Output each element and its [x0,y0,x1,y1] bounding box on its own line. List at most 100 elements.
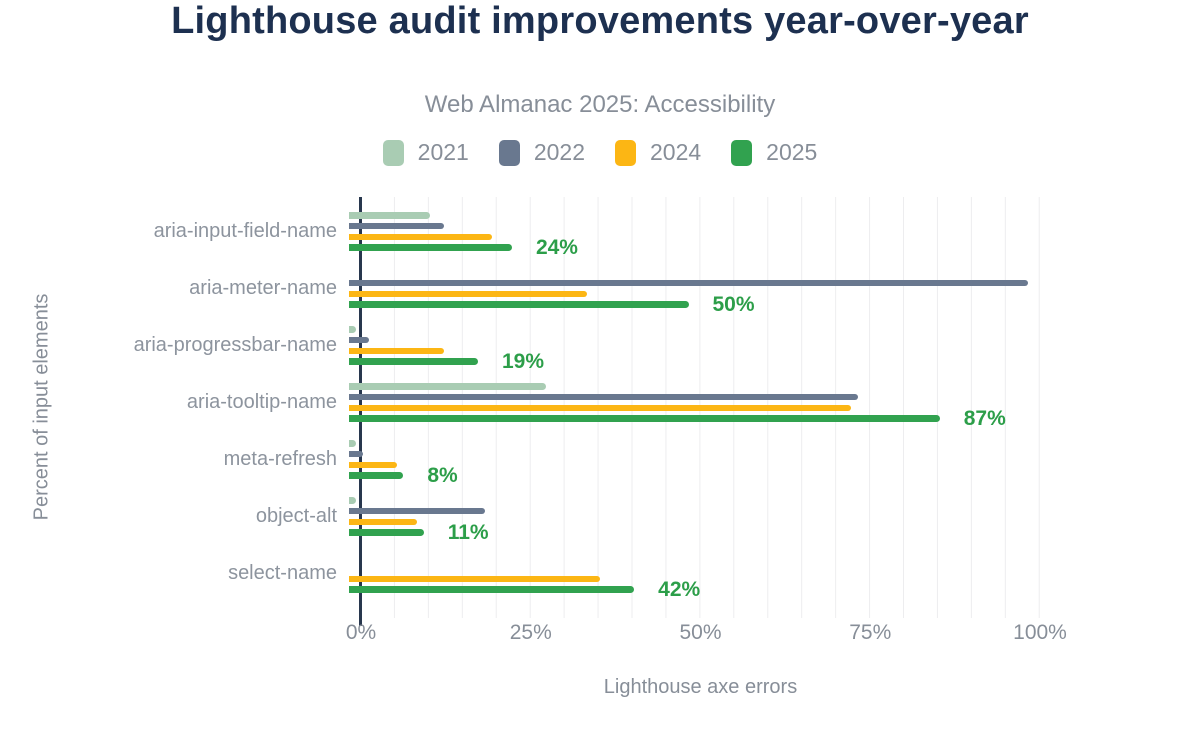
bar-2025 [349,529,424,536]
chart-row: aria-tooltip-name 87% [0,374,1040,431]
category-label: select-name [228,562,337,584]
value-label: 11% [447,520,489,544]
bar-group: 50% [349,260,1028,317]
legend-label: 2021 [417,139,469,165]
legend-swatch-icon [731,139,753,166]
category-label: object-alt [255,505,337,527]
chart-row: aria-progressbar-name 19% [0,317,1040,374]
bar-slot-2022 [349,278,1028,289]
bar-slot-2022 [349,563,1028,574]
bar-2025 [349,244,512,251]
bar-slot-2024 [349,460,1028,471]
bar-slot-2025: 8% [349,465,1028,486]
bar-slot-2025: 50% [349,294,1028,315]
bar-slot-2025: 24% [349,237,1028,258]
legend-item-2021: 2021 [382,139,469,166]
bar-2025 [349,358,478,365]
chart-row: select-name 42% [0,545,1040,602]
chart-row: aria-meter-name 50% [0,260,1040,317]
y-axis-line [359,197,362,626]
bar-slot-2021 [349,267,1028,278]
value-label: 87% [963,406,1006,430]
category-label: aria-progressbar-name [133,334,337,356]
value-label: 50% [712,292,755,316]
bar-slot-2024 [349,232,1028,243]
bar-2024 [349,233,492,241]
bar-2024 [349,404,852,412]
bar-2025 [349,472,404,479]
legend: 2021 2022 2024 2025 [0,139,1200,166]
bar-slot-2022 [349,335,1028,346]
bar-slot-2024 [349,403,1028,414]
bar-2021 [349,212,431,219]
bar-slot-2024 [349,346,1028,357]
legend-item-2025: 2025 [731,139,817,166]
bar-slot-2021 [349,552,1028,563]
bar-slot-2021 [349,210,1028,221]
legend-item-2022: 2022 [498,139,585,166]
bar-2022 [349,222,445,230]
x-tick-label: 75% [849,621,892,644]
bar-2025 [349,301,689,308]
x-axis-title: Lighthouse axe errors [603,676,798,698]
bar-group: 87% [349,374,1028,431]
bar-group: 11% [349,488,1028,545]
value-label: 24% [535,235,578,259]
bar-2021 [349,440,356,447]
chart-row: meta-refresh 8% [0,431,1040,488]
x-tick-label: 25% [509,621,552,644]
bar-2021 [349,497,356,504]
bar-slot-2021 [349,381,1028,392]
bar-2022 [349,393,859,401]
bar-group: 8% [349,431,1028,488]
x-tick-label: 100% [1013,621,1067,644]
bar-slot-2025: 11% [349,522,1028,543]
bar-2024 [349,575,601,583]
bar-slot-2024 [349,574,1028,585]
x-axis-ticks: 0% 25% 50% 75% 100% [346,621,1067,647]
bar-group: 42% [349,545,1028,602]
bar-2024 [349,518,417,526]
bar-slot-2025: 42% [349,579,1028,600]
bar-slot-2022 [349,449,1028,460]
bar-2022 [349,450,363,458]
bar-slot-2024 [349,289,1028,300]
bar-2025 [349,586,635,593]
bar-slot-2025: 87% [349,408,1028,429]
bar-slot-2024 [349,517,1028,528]
chart-rows: aria-input-field-name 24% aria-meter-name 5… [0,203,1040,602]
legend-label: 2022 [533,139,585,165]
chart-subtitle: Web Almanac 2025: Accessibility [424,91,776,118]
legend-swatch-icon [498,139,520,166]
value-label: 8% [427,463,458,487]
bar-2024 [349,290,587,298]
bar-2022 [349,507,485,515]
chart-title: Lighthouse audit improvements year-over-… [171,0,1029,42]
bar-slot-2021 [349,324,1028,335]
category-label: meta-refresh [223,448,337,470]
bar-2025 [349,415,940,422]
chart-row: object-alt 11% [0,488,1040,545]
category-label: aria-input-field-name [153,220,337,242]
bar-slot-2022 [349,221,1028,232]
legend-swatch-icon [382,139,404,166]
bar-2022 [349,336,370,344]
bar-2024 [349,461,397,469]
bar-slot-2021 [349,438,1028,449]
bar-slot-2025: 19% [349,351,1028,372]
x-tick-label: 50% [679,621,722,644]
bar-2021 [349,326,356,333]
chart-row: aria-input-field-name 24% [0,203,1040,260]
value-label: 19% [502,349,545,373]
bar-slot-2022 [349,392,1028,403]
bar-2024 [349,347,445,355]
bar-2022 [349,279,1028,287]
legend-label: 2025 [766,139,818,165]
x-tick-label: 0% [345,621,377,644]
bar-slot-2022 [349,506,1028,517]
bar-group: 24% [349,203,1028,260]
category-label: aria-tooltip-name [186,391,337,413]
legend-swatch-icon [615,139,636,166]
legend-item-2024: 2024 [615,139,701,166]
category-label: aria-meter-name [189,277,337,299]
